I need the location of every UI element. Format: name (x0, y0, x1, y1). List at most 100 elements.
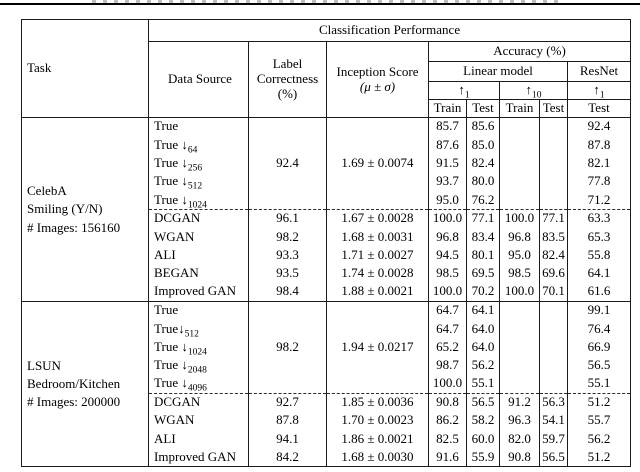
header-linear-model: Linear model (428, 61, 568, 82)
task-cell-lsun: LSUN Bedroom/Kitchen # Images: 200000 (21, 301, 149, 467)
task-cell-celeba: CelebA Smiling (Y/N) # Images: 156160 (21, 117, 149, 302)
top1-subscript: 1 (464, 90, 470, 100)
resnet-test-cell: 61.6 (566, 283, 631, 302)
header-resnet-top1-metric: ↑1 (566, 81, 631, 100)
top1-train-cell: 91.6 (428, 448, 467, 467)
top1-train-cell: 95.0 (428, 191, 467, 210)
up-arrow-icon: ↑ (525, 82, 533, 98)
data-source-cell: True ↓256 (148, 154, 249, 173)
top1-train-cell: 100.0 (428, 283, 467, 302)
label-correctness-cell: 92.4 (248, 117, 327, 210)
inception-score-cell: 1.86 ± 0.0021 (326, 430, 429, 449)
top1-train-cell: 93.7 (428, 172, 467, 192)
data-source-cell: DCGAN (148, 393, 249, 412)
header-train: Train (428, 99, 467, 118)
header-accuracy: Accuracy (%) (427, 41, 631, 62)
top10-train-cell: 90.8 (499, 448, 540, 467)
inception-score-cell: 1.94 ± 0.0217 (326, 301, 429, 394)
resnet-test-cell: 92.4 (566, 117, 631, 136)
top10-test-cell: 70.1 (539, 283, 568, 302)
header-classification-performance: Classification Performance (147, 19, 631, 42)
inception-score-cell: 1.85 ± 0.0036 (326, 393, 429, 412)
inception-score-cell: 1.67 ± 0.0028 (326, 209, 429, 228)
top10-train-cell: 91.2 (499, 393, 540, 412)
resnet-test-cell: 64.1 (566, 264, 631, 284)
top10-subscript: 10 (532, 90, 542, 100)
top1-test-cell: 64.1 (466, 301, 500, 320)
top10-test-cell (539, 135, 568, 155)
inception-score-cell: 1.70 ± 0.0023 (326, 411, 429, 431)
top1-train-cell: 64.7 (428, 319, 467, 339)
source-subscript: 4096 (187, 384, 207, 394)
top1-train-cell: 64.7 (428, 301, 467, 320)
source-label: True ↓ (154, 136, 188, 152)
label-correctness-cell: 98.4 (248, 283, 327, 302)
data-source-cell: WGAN (148, 227, 249, 247)
top10-test-cell (539, 374, 568, 394)
top1-train-cell: 90.8 (428, 393, 467, 412)
top1-test-cell: 80.1 (466, 246, 500, 265)
source-label: True ↓ (154, 173, 188, 189)
top1-train-cell: 94.5 (428, 246, 467, 265)
top10-test-cell (539, 356, 568, 375)
top1-train-cell: 98.5 (428, 264, 467, 284)
up-arrow-icon: ↑ (458, 82, 465, 98)
top1-train-cell: 86.2 (428, 411, 467, 431)
top1-test-cell: 83.4 (466, 227, 500, 247)
top1-test-cell: 80.0 (466, 172, 500, 192)
top1-test-cell: 70.2 (466, 283, 500, 302)
top10-train-cell (499, 301, 540, 320)
inception-score-cell: 1.68 ± 0.0031 (326, 227, 429, 247)
resnet-test-cell: 77.8 (566, 172, 631, 192)
data-source-cell: True (148, 301, 249, 320)
top1-train-cell: 85.7 (428, 117, 467, 136)
source-label: True ↓ (154, 357, 188, 373)
label-correctness-cell: 93.5 (248, 264, 327, 284)
top1-train-cell: 87.6 (428, 135, 467, 155)
top10-train-cell: 100.0 (499, 209, 540, 228)
header-test: Test (539, 99, 568, 118)
data-source-cell: WGAN (148, 411, 249, 431)
horizontal-rule (0, 3, 640, 5)
top1-train-cell: 82.5 (428, 430, 467, 449)
results-table: Task Classification Performance Data Sou… (21, 19, 632, 468)
top10-test-cell: 83.5 (539, 227, 568, 247)
top10-test-cell: 54.1 (539, 411, 568, 431)
top1-subscript: 1 (599, 90, 605, 100)
header-label-correctness: Label Correctness (%) (248, 41, 327, 118)
top10-test-cell (539, 154, 568, 173)
header-task: Task (21, 19, 149, 118)
resnet-test-cell: 56.5 (566, 356, 631, 375)
label-correctness-cell: 96.1 (248, 209, 327, 228)
label-correctness-cell: 87.8 (248, 411, 327, 431)
top10-train-cell (499, 374, 540, 394)
resnet-test-cell: 51.2 (566, 393, 631, 412)
top10-train-cell (499, 338, 540, 357)
top10-train-cell (499, 172, 540, 192)
top1-test-cell: 85.6 (466, 117, 500, 136)
up-arrow-icon: ↑ (593, 82, 600, 98)
label-correctness-cell: 98.2 (248, 227, 327, 247)
inception-score-cell: 1.74 ± 0.0028 (326, 264, 429, 284)
top10-train-cell: 95.0 (499, 246, 540, 265)
top10-train-cell (499, 319, 540, 339)
resnet-test-cell: 63.3 (566, 209, 631, 228)
top10-test-cell (539, 319, 568, 339)
data-source-cell: True↓512 (148, 319, 249, 339)
top10-train-cell: 98.5 (499, 264, 540, 284)
source-label: True ↓ (154, 155, 188, 170)
top10-train-cell (499, 356, 540, 375)
source-label: True ↓ (154, 338, 188, 354)
top1-test-cell: 76.2 (466, 191, 500, 210)
top10-train-cell: 96.8 (499, 227, 540, 247)
top1-test-cell: 69.5 (466, 264, 500, 284)
inception-score-cell: 1.69 ± 0.0074 (326, 117, 429, 210)
top1-train-cell: 100.0 (428, 209, 467, 228)
top1-test-cell: 64.0 (466, 319, 500, 339)
top1-train-cell: 91.5 (428, 154, 467, 173)
inception-score-cell: 1.71 ± 0.0027 (326, 246, 429, 265)
source-subscript: 64 (187, 145, 198, 155)
resnet-test-cell: 76.4 (566, 319, 631, 339)
top10-train-cell: 82.0 (499, 430, 540, 449)
header-inception-score: Inception Score (μ ± σ) (326, 41, 429, 118)
